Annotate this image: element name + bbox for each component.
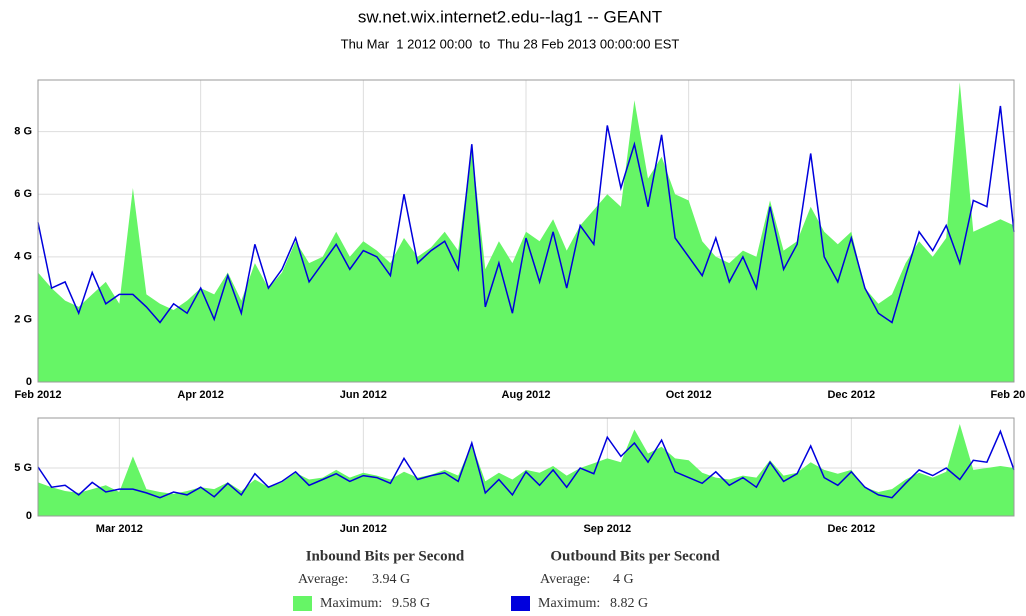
legend-maximum: 9.58 G xyxy=(392,596,430,611)
x-tick-label: Oct 2012 xyxy=(666,389,712,401)
legend-average: 4 G xyxy=(613,572,634,587)
plot-border xyxy=(37,417,1015,517)
x-tick-label: Feb 2013 xyxy=(990,389,1026,401)
chart-subtitle: Thu Mar 1 2012 00:00 to Thu 28 Feb 2013 … xyxy=(341,36,680,51)
outbound-line xyxy=(37,105,1015,324)
y-tick-label: 0 xyxy=(26,510,32,522)
y-tick-label: 2 G xyxy=(14,313,32,325)
y-tick-label: 4 G xyxy=(14,251,32,263)
x-tick-label: Jun 2012 xyxy=(340,523,387,535)
inbound-area xyxy=(38,82,1014,382)
y-tick-label: 0 xyxy=(26,376,32,388)
x-tick-label: Jun 2012 xyxy=(340,389,387,401)
legend-swatch xyxy=(511,596,530,611)
legend-average-label: Average: xyxy=(298,572,348,587)
legend-average: 3.94 G xyxy=(372,572,410,587)
y-tick-label: 6 G xyxy=(14,188,32,200)
inbound-area xyxy=(38,424,1014,516)
legend-heading: Outbound Bits per Second xyxy=(550,548,720,564)
legend-swatch xyxy=(293,596,312,611)
x-tick-label: Aug 2012 xyxy=(502,389,551,401)
x-tick-label: Mar 2012 xyxy=(96,523,143,535)
legend-maximum-label: Maximum: xyxy=(538,596,600,611)
outbound-line xyxy=(37,429,1015,499)
x-tick-label: Apr 2012 xyxy=(177,389,223,401)
x-tick-label: Dec 2012 xyxy=(827,389,875,401)
y-tick-label: 8 G xyxy=(14,126,32,138)
legend-average-label: Average: xyxy=(540,572,590,587)
chart-title: sw.net.wix.internet2.edu--lag1 -- GEANT xyxy=(358,7,662,26)
y-tick-label: 5 G xyxy=(14,462,32,474)
x-tick-label: Dec 2012 xyxy=(827,523,875,535)
x-tick-label: Sep 2012 xyxy=(583,523,631,535)
legend-heading: Inbound Bits per Second xyxy=(306,548,465,564)
legend-maximum: 8.82 G xyxy=(610,596,648,611)
plot-border xyxy=(37,79,1015,383)
x-tick-label: Feb 2012 xyxy=(14,389,61,401)
legend-maximum-label: Maximum: xyxy=(320,596,382,611)
